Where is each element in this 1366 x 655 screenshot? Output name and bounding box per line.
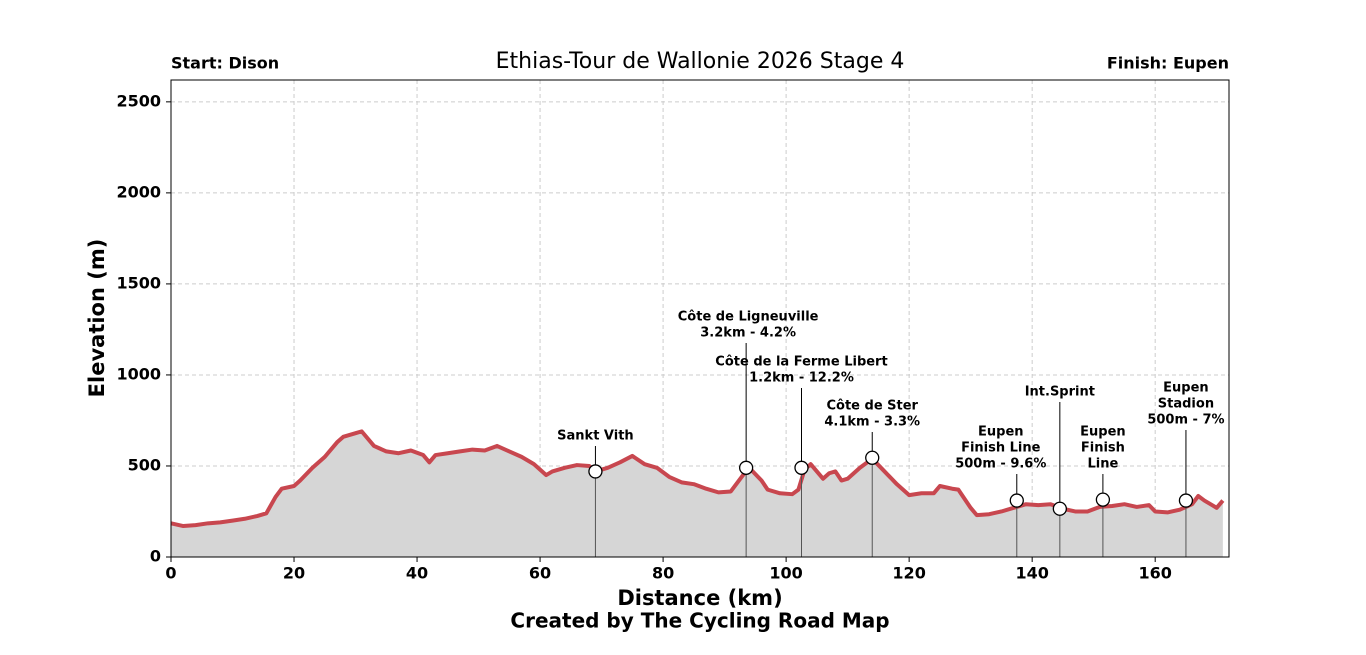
finish-label: Finish: Eupen: [1107, 54, 1229, 73]
annotation-marker: [1052, 501, 1067, 516]
annotation-label: Eupen: [1163, 381, 1209, 396]
annotation-marker: [1095, 492, 1111, 507]
annotation-marker: [738, 460, 754, 475]
annotation-label: 1.2km - 12.2%: [749, 371, 854, 386]
annotation-marker: [865, 450, 880, 465]
x-axis-label: Distance (km): [617, 586, 782, 610]
annotation-label: 3.2km - 4.2%: [700, 326, 796, 341]
plot-frame: [170, 79, 1230, 558]
annotation-marker: [1009, 493, 1024, 508]
y-tick-label: 500: [128, 455, 161, 474]
y-tick-label: 2500: [116, 91, 161, 110]
annotation-label: Stadion: [1158, 397, 1214, 412]
annotation-label: Line: [1087, 457, 1118, 472]
annotation-label: Côte de la Ferme Libert: [715, 355, 887, 370]
annotation-label: Côte de Ster: [826, 399, 918, 414]
annotation-marker: [794, 460, 809, 475]
annotation-label: 500m - 7%: [1147, 413, 1224, 428]
annotation-marker: [1178, 493, 1194, 508]
x-tick-label: 0: [165, 564, 176, 583]
annotation-marker: [588, 464, 603, 479]
elevation-area: [171, 431, 1223, 557]
footer: Created by The Cycling Road Map: [510, 609, 889, 633]
x-tick-label: 60: [529, 564, 551, 583]
x-tick-label: 160: [1138, 564, 1171, 583]
annotation-label: Finish: [1081, 441, 1125, 456]
annotation-label: 500m - 9.6%: [955, 457, 1046, 472]
x-tick-label: 140: [1015, 564, 1048, 583]
y-tick-label: 1500: [116, 273, 161, 292]
annotation-label: 4.1km - 3.3%: [824, 415, 920, 430]
start-label: Start: Dison: [171, 54, 279, 73]
y-axis-label: Elevation (m): [85, 239, 109, 398]
annotation-label: Côte de Ligneuville: [678, 310, 819, 325]
annotation-label: Sankt Vith: [557, 429, 634, 444]
chart-title: Ethias-Tour de Wallonie 2026 Stage 4: [496, 49, 905, 74]
y-tick-label: 0: [150, 547, 161, 566]
x-tick-label: 40: [406, 564, 428, 583]
x-tick-label: 80: [652, 564, 674, 583]
annotation-label: Eupen: [1080, 425, 1126, 440]
y-tick-label: 2000: [116, 182, 161, 201]
annotation-label: Int.Sprint: [1025, 385, 1095, 400]
x-tick-label: 100: [769, 564, 802, 583]
annotation-label: Eupen: [978, 425, 1024, 440]
annotation-label: Finish Line: [961, 441, 1041, 456]
y-tick-label: 1000: [116, 364, 161, 383]
x-tick-label: 120: [892, 564, 925, 583]
x-tick-label: 20: [283, 564, 305, 583]
